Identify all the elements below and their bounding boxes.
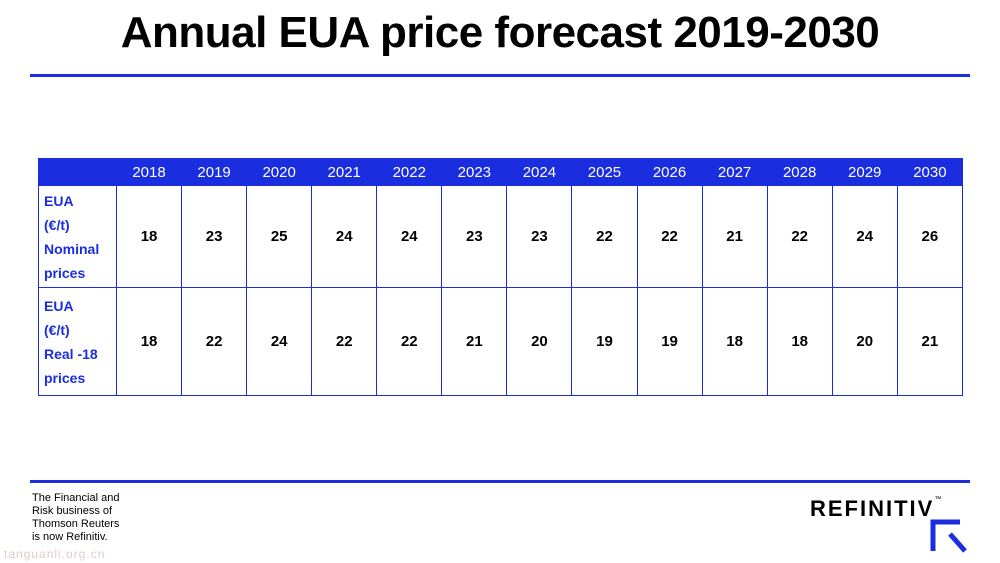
column-header-year: 2027: [701, 158, 768, 186]
column-header-year: 2019: [181, 158, 248, 186]
row-label-line: prices: [44, 264, 86, 281]
footer-note-line: The Financial and: [32, 492, 120, 504]
table-cell-value: 21: [441, 287, 508, 396]
column-header-year: 2023: [441, 158, 508, 186]
table-cell-value: 23: [506, 185, 573, 288]
watermark: tanguanli.org.cn: [4, 547, 106, 561]
row-label-line: prices: [44, 369, 86, 386]
row-label: EUA (€/t) Real -18 prices: [38, 287, 117, 396]
column-header-year: 2030: [896, 158, 964, 186]
table-cell-value: 22: [311, 287, 378, 396]
row-label: EUA (€/t) Nominal prices: [38, 185, 117, 288]
table-cell-value: 18: [701, 287, 768, 396]
table-row: EUA (€/t) Nominal prices 18 23 25 24 24 23 23 22 22…: [38, 185, 964, 288]
row-label-line: EUA: [44, 297, 74, 314]
row-label-line: (€/t): [44, 321, 70, 338]
row-label-line: Real -18: [44, 345, 98, 362]
title-divider: [30, 74, 970, 77]
column-header-year: 2022: [376, 158, 443, 186]
price-forecast-table: 2018 2019 2020 2021 2022 2023 2024 2025 2026 2027…: [38, 158, 964, 396]
footer-note-line: Thomson Reuters: [32, 518, 120, 530]
table-row: EUA (€/t) Real -18 prices 18 22 24 22 22 21 20 19 1…: [38, 287, 964, 396]
table-cell-value: 26: [896, 185, 964, 288]
table-cell-value: 24: [311, 185, 378, 288]
column-header-year: 2018: [115, 158, 183, 186]
footer-note-line: is now Refinitiv.: [32, 531, 108, 543]
table-cell-value: 19: [571, 287, 638, 396]
column-header-year: 2024: [506, 158, 573, 186]
table-cell-value: 18: [115, 185, 183, 288]
table-cell-value: 24: [831, 185, 898, 288]
refinitiv-logo: REFINITIV™: [810, 496, 941, 522]
footer-note: The Financial and Risk business of Thoms…: [32, 492, 119, 544]
column-header-year: 2028: [766, 158, 833, 186]
column-header-year: 2025: [571, 158, 638, 186]
table-header-row: 2018 2019 2020 2021 2022 2023 2024 2025 2026 2027…: [38, 158, 964, 186]
table-cell-value: 22: [636, 185, 703, 288]
table-cell-value: 20: [506, 287, 573, 396]
table-cell-value: 25: [246, 185, 313, 288]
table-cell-value: 18: [766, 287, 833, 396]
footer-note-line: Risk business of: [32, 505, 113, 517]
table-cell-value: 24: [246, 287, 313, 396]
table-corner-cell: [38, 158, 117, 186]
table-cell-value: 22: [376, 287, 443, 396]
footer-divider: [30, 480, 970, 483]
row-label-line: EUA: [44, 192, 74, 209]
table-cell-value: 22: [766, 185, 833, 288]
page-title: Annual EUA price forecast 2019-2030: [120, 8, 880, 57]
column-header-year: 2020: [246, 158, 313, 186]
table-cell-value: 21: [701, 185, 768, 288]
table-cell-value: 24: [376, 185, 443, 288]
table-cell-value: 23: [441, 185, 508, 288]
column-header-year: 2029: [831, 158, 898, 186]
table-cell-value: 23: [181, 185, 248, 288]
table-cell-value: 18: [115, 287, 183, 396]
row-label-line: (€/t): [44, 216, 70, 233]
column-header-year: 2021: [311, 158, 378, 186]
table-cell-value: 21: [896, 287, 964, 396]
logo-text: REFINITIV: [810, 496, 935, 521]
refinitiv-mark-icon: [930, 519, 967, 553]
row-label-line: Nominal: [44, 240, 100, 257]
table-cell-value: 20: [831, 287, 898, 396]
table-cell-value: 19: [636, 287, 703, 396]
table-cell-value: 22: [571, 185, 638, 288]
column-header-year: 2026: [636, 158, 703, 186]
trademark-mark: ™: [934, 496, 942, 503]
table-cell-value: 22: [181, 287, 248, 396]
